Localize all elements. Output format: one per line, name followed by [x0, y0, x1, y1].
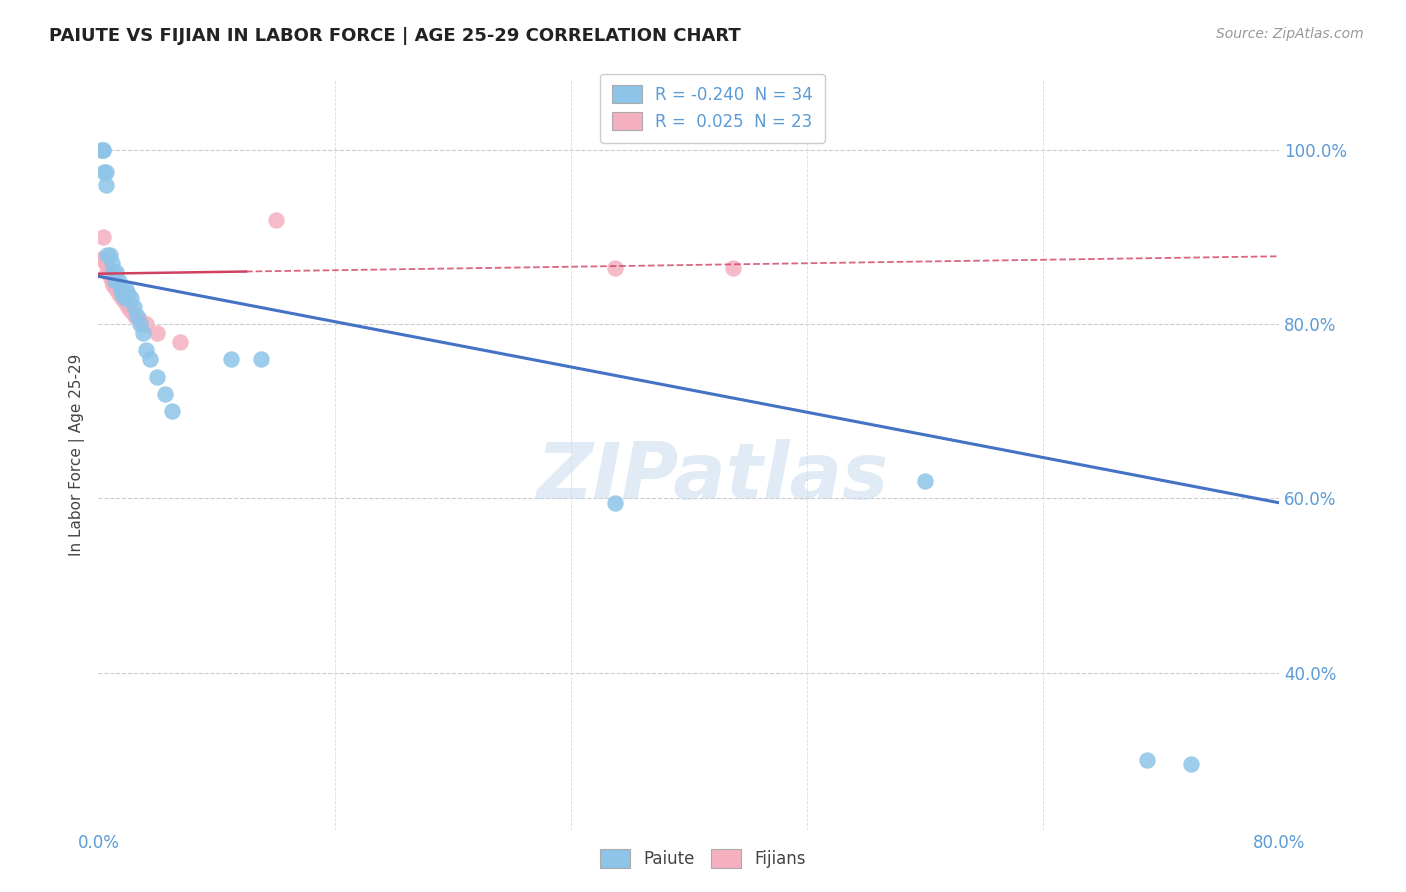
Point: [135, 317, 157, 331]
Point: [120, 291, 142, 305]
Point: [153, 387, 176, 401]
Text: PAIUTE VS FIJIAN IN LABOR FORCE | AGE 25-29 CORRELATION CHART: PAIUTE VS FIJIAN IN LABOR FORCE | AGE 25…: [49, 27, 741, 45]
Point: [169, 334, 191, 349]
Legend: Paiute, Fijians: Paiute, Fijians: [593, 843, 813, 875]
Point: [723, 260, 745, 275]
Point: [122, 300, 145, 314]
Point: [103, 278, 125, 293]
Point: [98, 247, 121, 261]
Point: [120, 304, 142, 318]
Point: [146, 326, 169, 340]
Point: [250, 352, 273, 367]
Point: [97, 265, 120, 279]
Point: [90, 252, 112, 266]
Point: [91, 143, 114, 157]
Point: [110, 282, 132, 296]
Point: [128, 317, 150, 331]
Point: [125, 309, 148, 323]
Point: [146, 369, 169, 384]
Y-axis label: In Labor Force | Age 25-29: In Labor Force | Age 25-29: [69, 354, 84, 556]
Point: [914, 474, 936, 488]
Point: [111, 286, 134, 301]
Point: [114, 295, 136, 310]
Point: [108, 274, 131, 288]
Point: [91, 143, 114, 157]
Point: [93, 165, 115, 179]
Point: [105, 265, 128, 279]
Point: [132, 326, 155, 340]
Point: [103, 265, 125, 279]
Point: [114, 291, 136, 305]
Text: Source: ZipAtlas.com: Source: ZipAtlas.com: [1216, 27, 1364, 41]
Point: [139, 352, 162, 367]
Point: [91, 230, 114, 244]
Point: [1136, 753, 1159, 767]
Point: [111, 291, 134, 305]
Point: [90, 143, 112, 157]
Point: [100, 274, 122, 288]
Point: [135, 343, 157, 358]
Point: [1180, 757, 1202, 772]
Legend: R = -0.240  N = 34, R =  0.025  N = 23: R = -0.240 N = 34, R = 0.025 N = 23: [600, 74, 825, 143]
Point: [128, 313, 150, 327]
Point: [94, 178, 117, 192]
Point: [96, 247, 118, 261]
Point: [162, 404, 183, 418]
Point: [115, 282, 138, 296]
Point: [104, 274, 127, 288]
Text: ZIPatlas: ZIPatlas: [537, 440, 889, 516]
Point: [264, 212, 287, 227]
Point: [94, 256, 117, 270]
Point: [117, 286, 139, 301]
Point: [98, 269, 121, 284]
Point: [94, 165, 117, 179]
Point: [93, 252, 115, 266]
Point: [124, 309, 146, 323]
Point: [105, 282, 128, 296]
Point: [605, 496, 627, 510]
Point: [108, 286, 131, 301]
Point: [605, 260, 627, 275]
Point: [100, 256, 122, 270]
Point: [96, 265, 118, 279]
Point: [117, 300, 139, 314]
Point: [221, 352, 243, 367]
